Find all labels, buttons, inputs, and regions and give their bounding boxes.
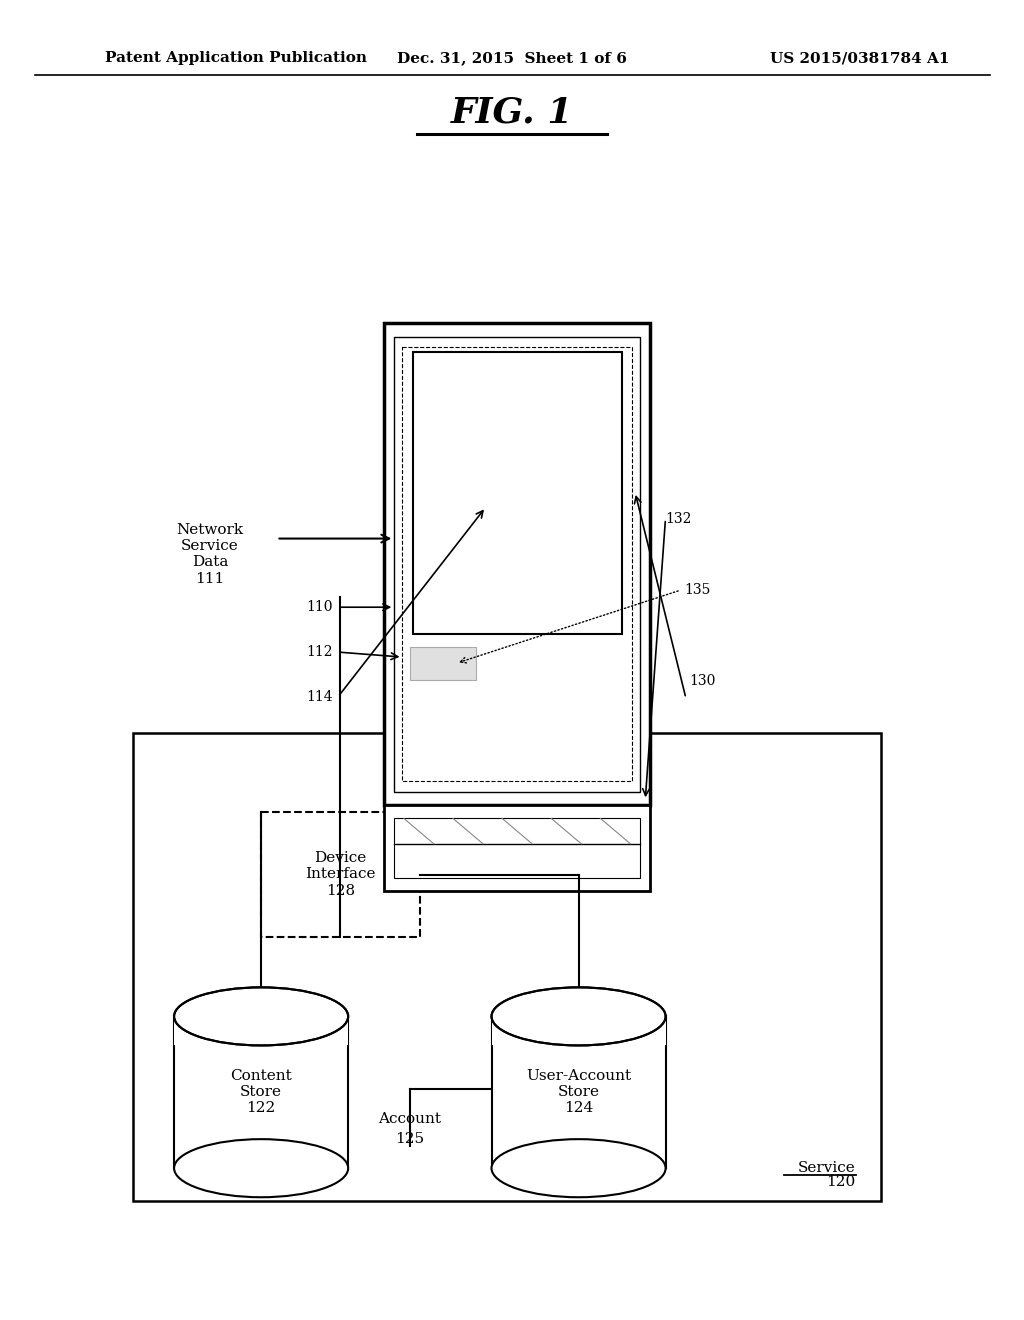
Text: Patent Application Publication: Patent Application Publication bbox=[105, 51, 367, 65]
Text: US 2015/0381784 A1: US 2015/0381784 A1 bbox=[770, 51, 950, 65]
Bar bbox=[384, 805, 650, 891]
Bar bbox=[174, 1016, 348, 1045]
Bar bbox=[492, 1016, 666, 1045]
Ellipse shape bbox=[174, 1139, 348, 1197]
Ellipse shape bbox=[492, 1139, 666, 1197]
Text: Network
Service
Data
111: Network Service Data 111 bbox=[176, 523, 244, 586]
Bar bbox=[492, 1016, 666, 1168]
Bar bbox=[410, 647, 476, 680]
Text: 112: 112 bbox=[306, 645, 333, 659]
Text: 135: 135 bbox=[684, 583, 711, 597]
Text: User-Account
Store
124: User-Account Store 124 bbox=[526, 1069, 631, 1115]
Bar bbox=[413, 352, 622, 634]
Text: 110: 110 bbox=[306, 601, 333, 614]
Text: 130: 130 bbox=[689, 675, 716, 689]
Text: 120: 120 bbox=[826, 1175, 856, 1189]
Text: 132: 132 bbox=[666, 512, 692, 525]
Text: FIG. 1: FIG. 1 bbox=[451, 95, 573, 129]
Text: 114: 114 bbox=[306, 690, 333, 704]
Ellipse shape bbox=[174, 987, 348, 1045]
Text: Content
Store
122: Content Store 122 bbox=[230, 1069, 292, 1115]
Text: Device
Interface
128: Device Interface 128 bbox=[305, 851, 376, 898]
Bar bbox=[133, 733, 881, 1201]
Ellipse shape bbox=[492, 987, 666, 1045]
Text: Service: Service bbox=[798, 1162, 856, 1175]
Bar bbox=[394, 818, 640, 878]
Bar bbox=[394, 337, 640, 792]
Bar bbox=[174, 1016, 348, 1168]
Text: Account: Account bbox=[378, 1111, 441, 1126]
Bar bbox=[261, 812, 420, 937]
Text: Dec. 31, 2015  Sheet 1 of 6: Dec. 31, 2015 Sheet 1 of 6 bbox=[397, 51, 627, 65]
Text: 125: 125 bbox=[395, 1131, 424, 1146]
Bar bbox=[402, 347, 632, 781]
Bar bbox=[384, 323, 650, 805]
